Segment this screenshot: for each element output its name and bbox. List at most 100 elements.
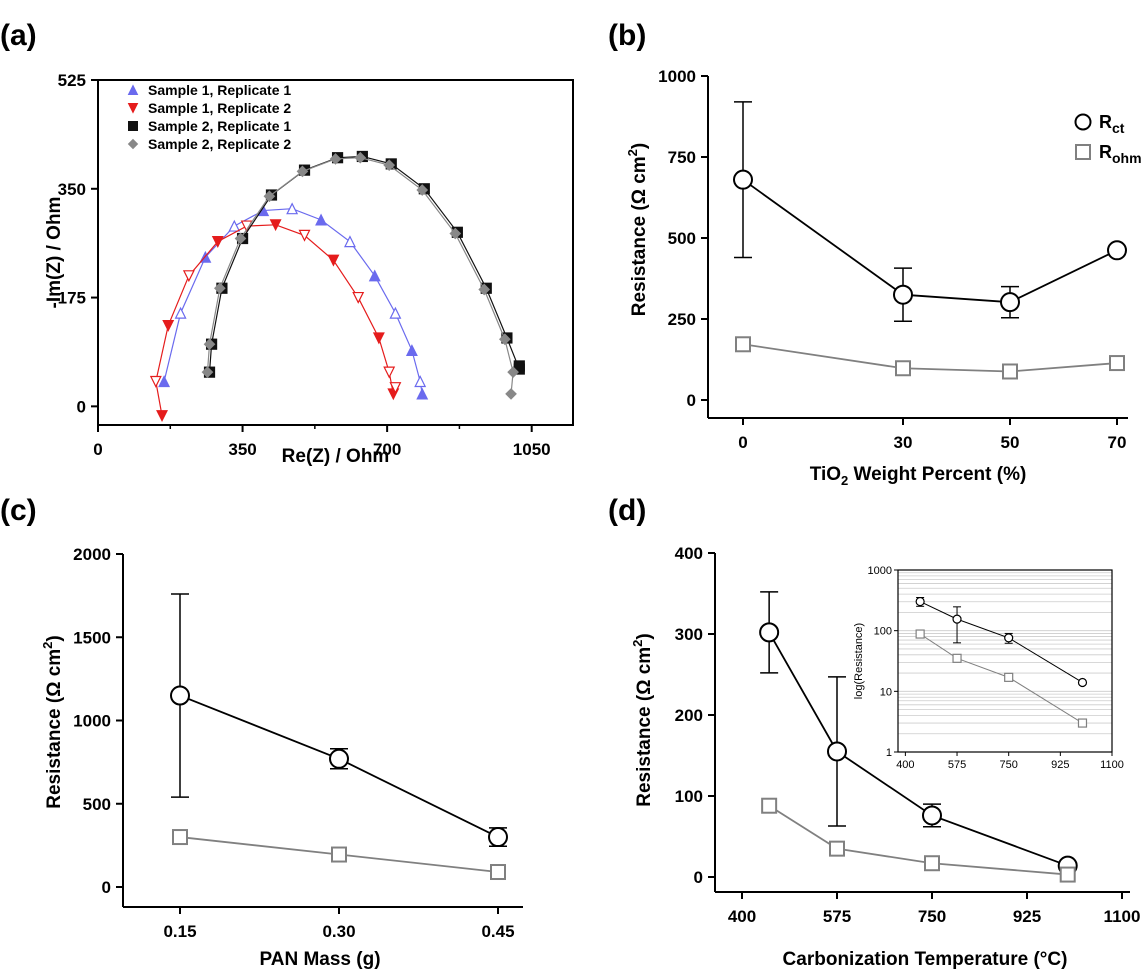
panel-c-series-1-point-0 bbox=[172, 829, 188, 846]
panel-a-series-1-point-9 bbox=[352, 291, 365, 304]
panel-a-series-3-point-9 bbox=[416, 184, 429, 196]
panel-c-ytick-label-2: 1000 bbox=[73, 712, 111, 731]
panel-a-xtick-label-3: 1050 bbox=[513, 440, 551, 459]
panel-d-ytick-label-0: 0 bbox=[694, 868, 703, 887]
inset-xtick-label-4: 1100 bbox=[1100, 759, 1124, 771]
panel-d-series-1-point-0 bbox=[761, 797, 778, 814]
panel-d-ylabel-sup: 2 bbox=[630, 640, 645, 647]
panel-d-ytick-label-2: 200 bbox=[675, 706, 703, 725]
inset-ytick-label-0: 1 bbox=[886, 747, 892, 759]
panel-d-ylabel-main: Resistance (Ω cm bbox=[634, 647, 655, 807]
panel-a-series-2-point-14 bbox=[513, 360, 525, 372]
panel-a-series-1-point-3 bbox=[182, 270, 195, 283]
panel-d-ytick-label-1: 100 bbox=[675, 787, 703, 806]
panel-b-ytick-label-1: 250 bbox=[668, 310, 696, 329]
panel-c-xlabel: PAN Mass (g) bbox=[259, 949, 380, 970]
panel-b-xlabel-rest: Weight Percent (%) bbox=[848, 464, 1026, 485]
panel-d-series-0-point-0 bbox=[759, 622, 780, 643]
panel-a-legend-label-3: Sample 2, Replicate 2 bbox=[148, 136, 291, 152]
panel-a-ytick-label-0: 0 bbox=[77, 397, 86, 416]
panel-a-frame bbox=[97, 79, 574, 426]
panel-a-legend-marker-0 bbox=[127, 84, 139, 95]
panel-a-legend-marker-2 bbox=[128, 121, 138, 131]
panel-b-series-1-point-1 bbox=[895, 360, 911, 377]
panel-c-series-1-point-1 bbox=[331, 846, 347, 863]
panel-b-series-1-line bbox=[742, 343, 1118, 373]
panel-c-ylabel-main: Resistance (Ω cm bbox=[44, 649, 65, 809]
panel-a-series-1-point-10 bbox=[372, 332, 385, 345]
inset-series-1-line bbox=[919, 633, 1083, 724]
panel-a-ytick-label-3: 525 bbox=[58, 71, 86, 90]
panel-a-series-3-line bbox=[206, 157, 514, 394]
panel-b-series-0-point-1 bbox=[893, 284, 913, 305]
panel-c-series-0-point-1 bbox=[329, 748, 349, 769]
panel-b-legend-label-0-sub: ct bbox=[1112, 120, 1125, 136]
panel-a-series-1-point-8 bbox=[327, 254, 340, 267]
panel-b-xtick-label-3: 70 bbox=[1108, 433, 1127, 452]
panel-b-xtick-label-1: 30 bbox=[894, 433, 913, 452]
panel-b-ylabel-end: ) bbox=[629, 143, 650, 149]
panel-d-series-1-point-1 bbox=[829, 840, 845, 857]
panel-a-series-1-point-1 bbox=[149, 375, 162, 388]
panel-a-xtick-label-1: 350 bbox=[228, 440, 256, 459]
panel-a-series-1-point-7 bbox=[298, 229, 311, 242]
panel-a-legend-label-0: Sample 1, Replicate 1 bbox=[148, 82, 291, 98]
panel-d-ylabel-end: ) bbox=[634, 633, 655, 639]
panel-c-label: (c) bbox=[0, 494, 37, 527]
inset-series-1-point-2 bbox=[1004, 672, 1014, 682]
panel-a-series-0-point-12 bbox=[416, 387, 429, 400]
panel-b-ytick-label-4: 1000 bbox=[658, 67, 696, 86]
panel-b-series-1-point-2 bbox=[1002, 363, 1018, 380]
panel-b-ylabel-main: Resistance (Ω cm bbox=[629, 156, 650, 316]
panel-b-series-1-point-3 bbox=[1109, 355, 1125, 372]
panel-a-series-3-point-14 bbox=[505, 388, 517, 400]
panel-b-series-0-point-3 bbox=[1107, 240, 1127, 261]
inset-xtick-label-2: 750 bbox=[1000, 759, 1018, 771]
inset-xtick-label-0: 400 bbox=[896, 759, 914, 771]
panel-a-series-0-line bbox=[163, 208, 423, 395]
panel-d-ylabel: Resistance (Ω cm2) bbox=[630, 633, 655, 806]
panel-a-series-3-point-5 bbox=[296, 165, 309, 178]
panel-b-legend-label-1-main: R bbox=[1099, 142, 1112, 162]
panel-c-xtick-label-0: 0.15 bbox=[163, 922, 196, 941]
panel-c-series-0-point-0 bbox=[170, 685, 190, 706]
panel-a-series-0-point-10 bbox=[405, 344, 418, 357]
panel-b-legend-label-1-sub: ohm bbox=[1112, 150, 1142, 166]
panel-a-series-1-point-6 bbox=[269, 219, 282, 232]
panel-a-series-0-point-0 bbox=[158, 375, 171, 388]
panel-b-ytick-label-0: 0 bbox=[687, 391, 696, 410]
inset-series-0-line bbox=[919, 601, 1083, 683]
panel-a-series-3-point-8 bbox=[383, 159, 396, 172]
panel-d-series-1-point-3 bbox=[1059, 866, 1076, 883]
panel-a-series-0-point-8 bbox=[368, 269, 381, 282]
panel-b-ylabel-sup: 2 bbox=[625, 149, 640, 156]
panel-a-series-0-point-3 bbox=[228, 219, 241, 232]
inset-series-0-point-3 bbox=[1077, 677, 1088, 688]
panel-c-xtick-label-2: 0.45 bbox=[481, 922, 514, 941]
panel-c-ytick-label-1: 500 bbox=[83, 795, 111, 814]
panel-a-series-1-point-13 bbox=[389, 382, 402, 395]
panel-d-xlabel: Carbonization Temperature (°C) bbox=[783, 949, 1068, 970]
panel-a-series-3-point-2 bbox=[213, 282, 226, 295]
panel-a-series-3-point-13 bbox=[507, 366, 519, 379]
panel-a-series-0-point-1 bbox=[174, 306, 187, 319]
panel-b-label: (b) bbox=[608, 19, 646, 52]
panel-c-ylabel: Resistance (Ω cm2) bbox=[40, 635, 65, 808]
panel-b-series-0-point-0 bbox=[733, 169, 753, 190]
inset-background bbox=[898, 570, 1112, 752]
panel-b-xlabel-main: TiO bbox=[810, 464, 841, 485]
inset-xtick-label-1: 575 bbox=[948, 759, 966, 771]
inset-ylabel: log(Resistance) bbox=[853, 623, 865, 699]
panel-b-ytick-label-3: 750 bbox=[668, 148, 696, 167]
panel-a-series-1-line bbox=[155, 224, 396, 416]
panel-a-series-0-point-11 bbox=[414, 375, 427, 388]
panel-a-series-3-point-3 bbox=[234, 232, 247, 245]
inset-frame bbox=[897, 569, 1113, 753]
panel-b-xtick-label-0: 0 bbox=[738, 433, 747, 452]
panel-a-series-3-point-10 bbox=[449, 227, 462, 240]
panel-a-ylabel: -Im(Z) / Ohm bbox=[44, 197, 65, 309]
panel-a-series-3-point-11 bbox=[478, 283, 491, 296]
panel-d-xtick-label-1: 575 bbox=[823, 907, 851, 926]
panel-a-series-0-point-6 bbox=[315, 213, 328, 226]
